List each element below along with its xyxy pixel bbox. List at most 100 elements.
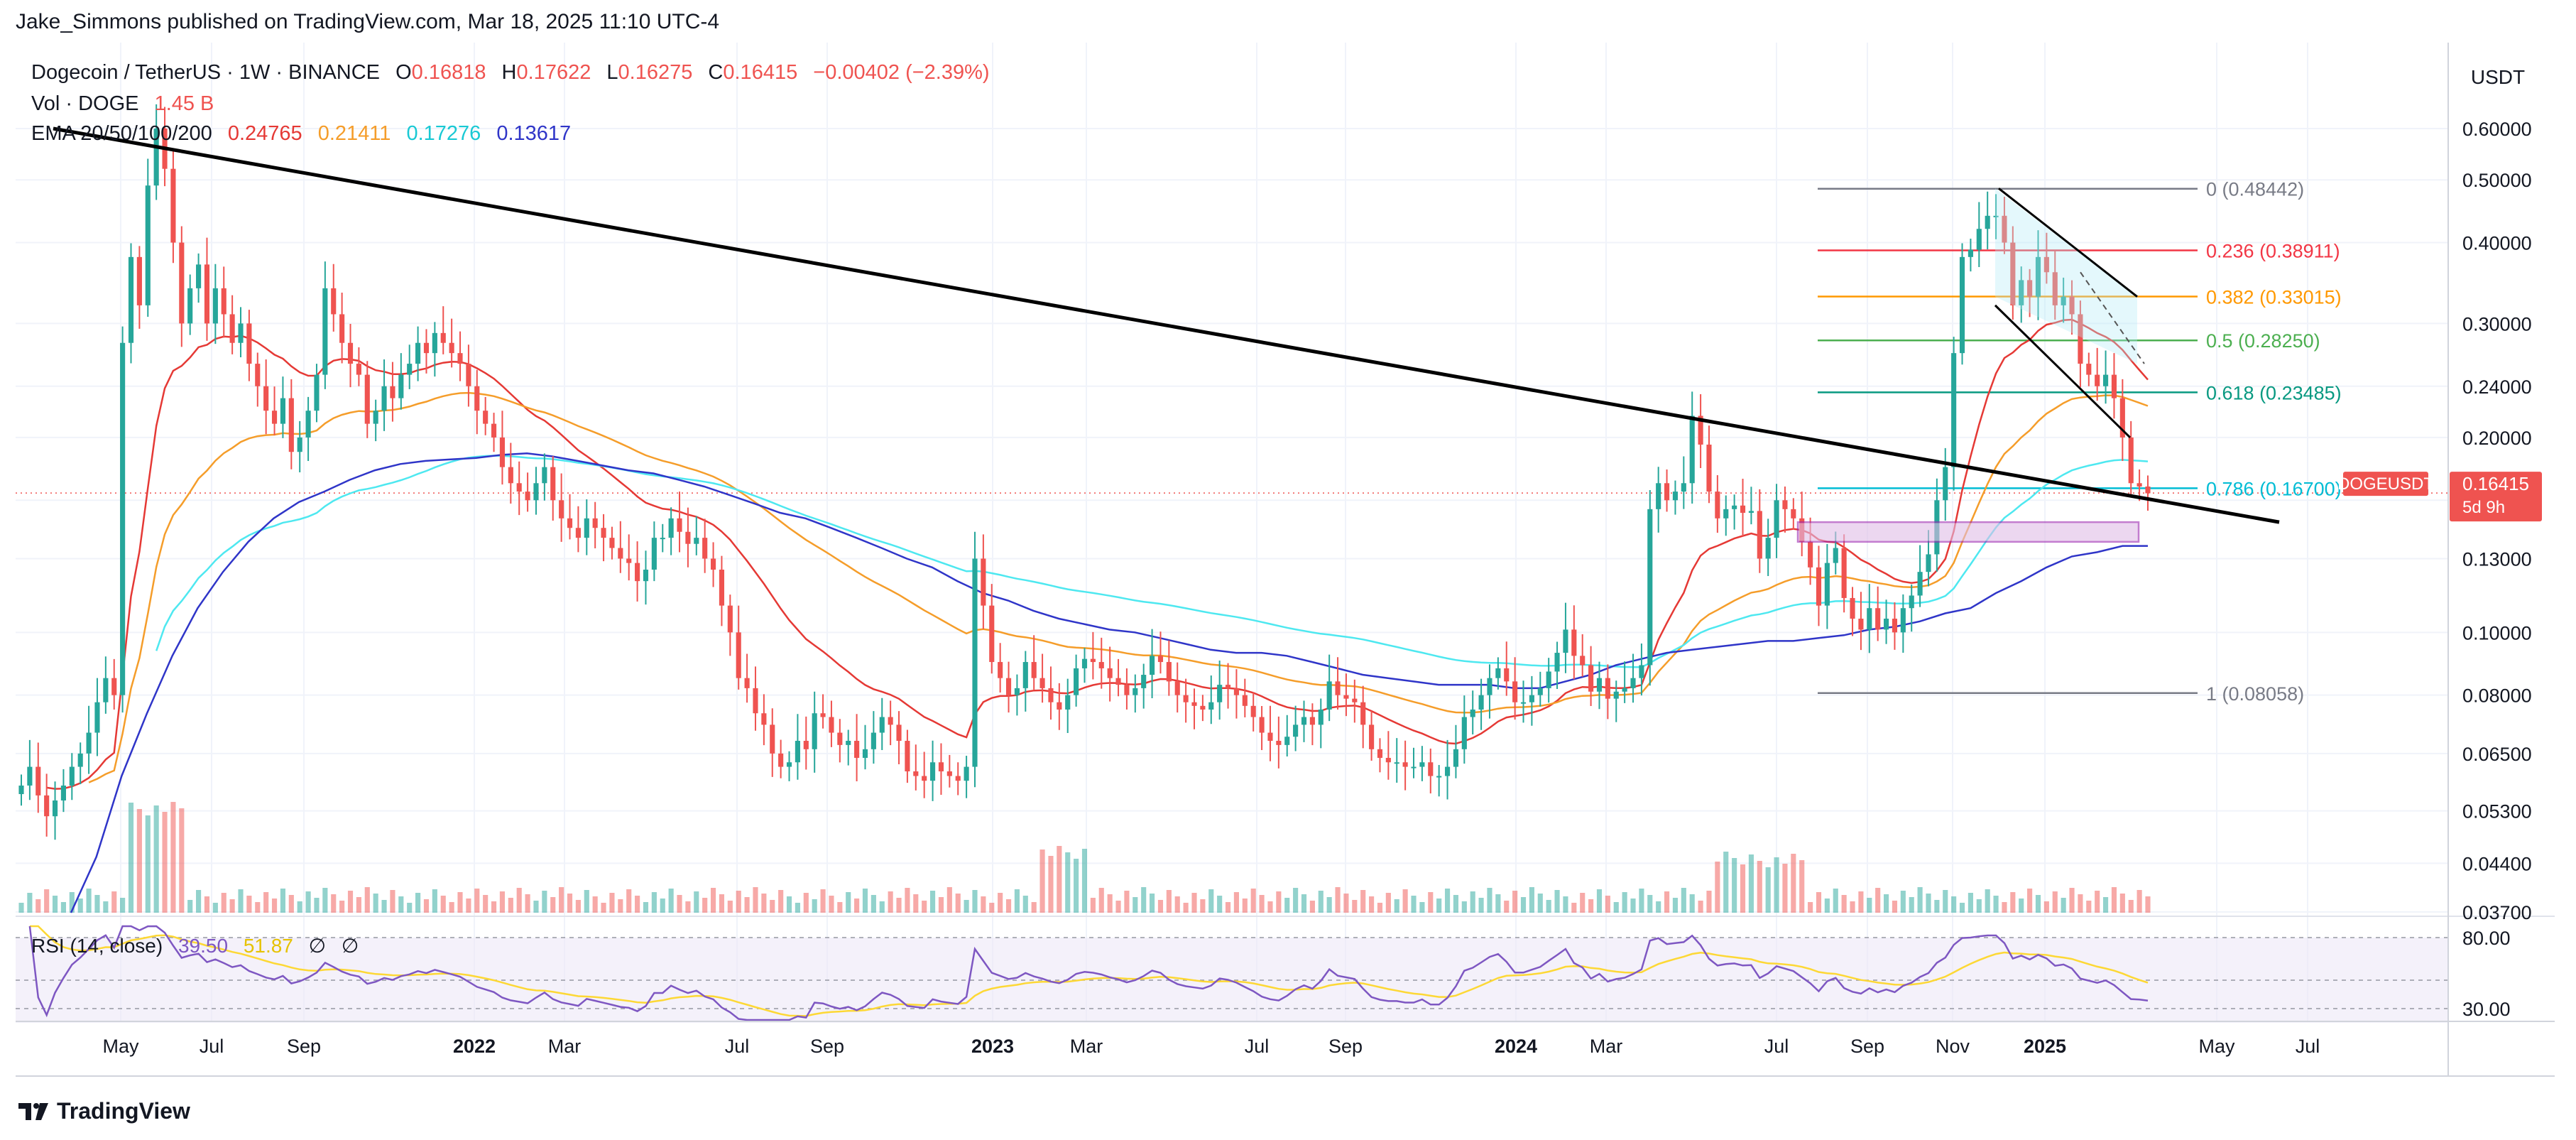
- fib-retracement[interactable]: 0 (0.48442) 0.236 (0.38911) 0.382 (0.33015…: [1818, 179, 2342, 705]
- time-tick-label: Nov: [1936, 1036, 1970, 1057]
- volume-bar: [457, 892, 463, 913]
- volume-bar: [1571, 903, 1577, 913]
- candle-body: [846, 741, 851, 745]
- ema50-value: 0.21411: [317, 122, 391, 145]
- rsi-tick-label: 80.00: [2462, 928, 2511, 949]
- candle-body: [905, 741, 910, 772]
- candle-body: [1453, 749, 1459, 767]
- volume-bar: [626, 889, 632, 913]
- candle-body: [1107, 668, 1113, 678]
- candle-body: [1816, 567, 1822, 606]
- candle-body: [1039, 678, 1045, 688]
- volume-bar: [1985, 889, 1990, 913]
- candle-body: [474, 386, 480, 411]
- volume-bar: [1436, 899, 1442, 913]
- candle-body: [2061, 296, 2066, 305]
- volume-bar: [1672, 898, 1679, 913]
- volume-bar: [964, 900, 969, 913]
- rsi-value: 39.50: [178, 935, 229, 957]
- candle-body: [1858, 619, 1864, 630]
- candle-body: [1664, 483, 1670, 501]
- ema-legend[interactable]: EMA 20/50/100/200 0.24765 0.21411 0.1727…: [31, 122, 581, 146]
- candle-body: [229, 314, 235, 343]
- volume-bar: [474, 889, 480, 913]
- candle-body: [770, 724, 775, 754]
- candle-body: [1926, 554, 1931, 572]
- volume-bar: [1867, 898, 1872, 913]
- volume-bar: [1782, 864, 1788, 913]
- candle-body: [1411, 766, 1417, 769]
- time-tick-label: Mar: [1590, 1036, 1623, 1057]
- candle-body: [1943, 467, 1948, 501]
- ema-label[interactable]: EMA 20/50/100/200: [31, 122, 212, 145]
- candle-body: [221, 288, 227, 315]
- time-tick-label: Sep: [1328, 1036, 1363, 1057]
- volume-bar: [221, 893, 227, 913]
- candle-body: [1985, 215, 1990, 229]
- candle-body: [719, 569, 725, 606]
- candle-body: [153, 129, 159, 186]
- candle-body: [1074, 668, 1079, 695]
- time-tick-label: 2022: [453, 1036, 496, 1057]
- candle-body: [1596, 678, 1603, 692]
- candle-body: [52, 800, 58, 817]
- volume-bar: [1504, 901, 1510, 913]
- candle-body: [1352, 698, 1358, 702]
- drawings[interactable]: [53, 126, 2280, 543]
- candle-body: [1183, 695, 1189, 702]
- channel-lower-line: [1994, 304, 2132, 439]
- candle-body: [575, 528, 581, 538]
- rsi-ma-line: [29, 925, 2149, 1017]
- volume-bar: [2069, 888, 2075, 913]
- volume-bar: [1065, 852, 1071, 913]
- volume-bar: [1884, 894, 1889, 913]
- candle-body: [238, 323, 244, 343]
- volume-label[interactable]: Vol · DOGE: [31, 92, 139, 115]
- rsi-label[interactable]: RSI (14, close): [31, 935, 163, 957]
- candle-body: [170, 168, 176, 243]
- volume-legend[interactable]: Vol · DOGE 1.45 B: [31, 92, 224, 116]
- candle-body: [1875, 608, 1881, 630]
- volume-bar: [331, 894, 337, 913]
- candle-body: [145, 185, 151, 305]
- symbol-legend[interactable]: Dogecoin / TetherUS · 1W · BINANCE O0.16…: [31, 61, 1000, 85]
- volume-bar: [601, 903, 606, 913]
- volume-bar: [1647, 895, 1653, 913]
- candle-body: [1850, 597, 1855, 619]
- volume-bar: [103, 901, 109, 913]
- channel-mid-line: [2080, 271, 2145, 364]
- candle-body: [694, 538, 699, 544]
- rsi-legend[interactable]: RSI (14, close) 39.50 51.87 ∅ ∅: [31, 934, 369, 957]
- candle-body: [550, 467, 556, 501]
- volume-bar: [27, 893, 33, 913]
- ema-lines: [46, 318, 2149, 913]
- volume-bar: [1951, 896, 1957, 913]
- candle-body: [2069, 296, 2075, 315]
- candle-body: [1115, 678, 1121, 685]
- candle-body: [1495, 668, 1501, 678]
- candle-body: [981, 558, 986, 606]
- candle-body: [668, 518, 674, 538]
- candle-body: [1444, 766, 1451, 776]
- rsi-band: [16, 938, 2448, 1023]
- fib-level-label: 0.618 (0.23485): [2206, 382, 2342, 403]
- candle-body: [1098, 662, 1104, 668]
- volume-bar: [896, 898, 902, 913]
- time-tick-label: 2023: [971, 1036, 1014, 1057]
- volume-bar: [668, 889, 674, 913]
- volume-bar: [879, 901, 885, 913]
- volume-bar: [271, 899, 278, 913]
- volume-bar: [1057, 846, 1062, 913]
- candle-body: [2103, 374, 2109, 386]
- volume-bar: [1352, 900, 1358, 913]
- price-tick-label: 0.20000: [2462, 428, 2532, 449]
- volume-bar: [297, 901, 302, 913]
- symbol-name[interactable]: Dogecoin / TetherUS · 1W · BINANCE: [31, 61, 381, 84]
- footer-brand[interactable]: TradingView: [18, 1098, 190, 1124]
- candle-body: [373, 411, 378, 424]
- volume-bar: [1664, 891, 1670, 913]
- volume-bar: [1546, 900, 1551, 913]
- volume-bar: [609, 893, 615, 913]
- volume-bar: [567, 894, 573, 913]
